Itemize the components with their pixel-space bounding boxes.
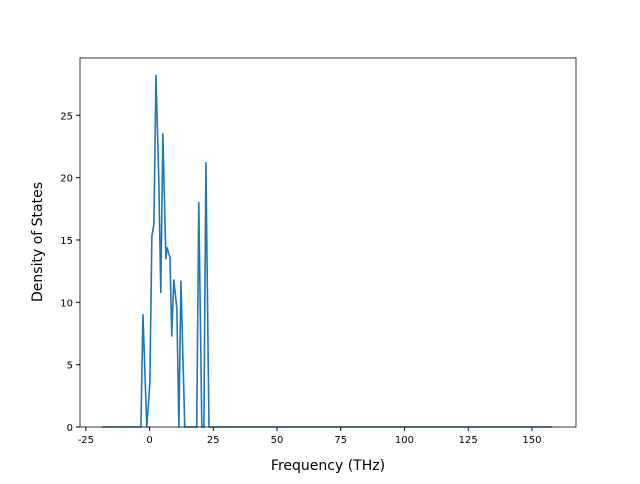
data-line — [101, 74, 553, 428]
y-tick-label: 5 — [67, 361, 73, 372]
x-tick-label: 75 — [334, 435, 347, 446]
y-tick-label: 10 — [60, 298, 73, 309]
x-tick-label: 125 — [459, 435, 478, 446]
plot-frame — [79, 57, 577, 428]
y-tick-label: 15 — [60, 236, 73, 247]
x-tick-label: 50 — [271, 435, 284, 446]
x-tick-label: 25 — [207, 435, 220, 446]
x-tick-label: 150 — [522, 435, 541, 446]
x-axis-label: Frequency (THz) — [271, 458, 385, 474]
x-tick-label: -25 — [78, 435, 94, 446]
y-tick-label: 0 — [67, 423, 73, 434]
y-axis-label: Density of States — [30, 182, 46, 302]
x-tick-label: 0 — [146, 435, 152, 446]
y-tick-label: 25 — [60, 111, 73, 122]
y-tick-label: 20 — [60, 174, 73, 185]
x-tick-label: 100 — [395, 435, 414, 446]
